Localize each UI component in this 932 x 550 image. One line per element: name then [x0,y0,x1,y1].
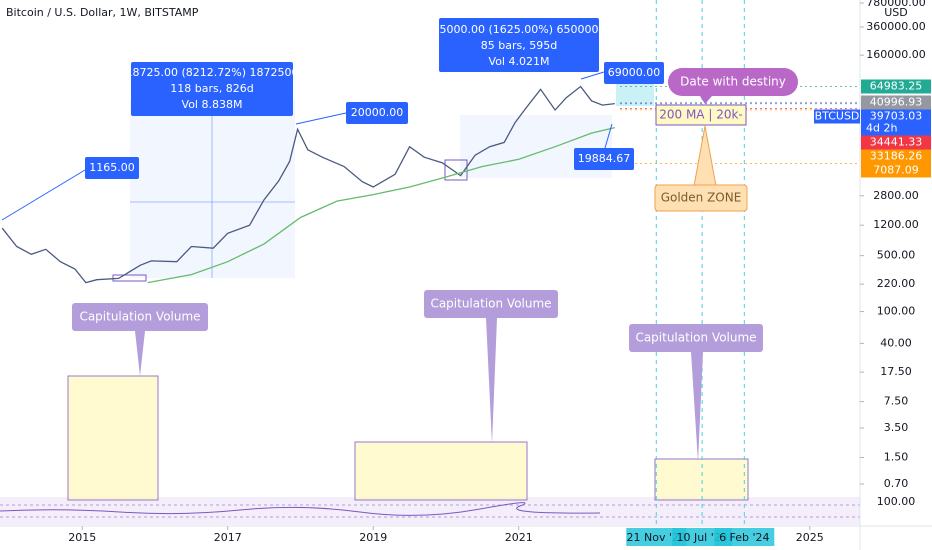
note-text: Golden ZONE [661,191,742,205]
note-pointer [486,318,497,444]
callout-text: 20000.00 [351,106,404,119]
highlight-box [444,159,468,181]
date-label-bg [626,528,687,546]
ma-box [655,104,747,126]
note-pointer [693,125,717,187]
x-tick-label: 2017 [214,531,242,544]
y-tick-label: 7.50 [884,395,909,408]
series-line [1,85,615,284]
measure-text: Vol 4.021M [489,55,550,68]
volume-box [354,441,528,501]
symbol-tag: BTCUSD [815,110,860,123]
y-tick-label: 17.50 [880,365,912,378]
y-tick-label: 3.50 [884,421,909,434]
callout-text: 19884.67 [578,152,631,165]
price-label: 64983.25 [870,79,923,92]
measure-text: 18725.00 (8212.72%) 1872500 [126,66,299,79]
symbol-tag-bg [814,109,860,124]
note-text: Capitulation Volume [79,310,200,324]
note-text: Capitulation Volume [430,297,551,311]
callout [574,148,634,170]
x-tick-label: 2025 [796,531,824,544]
y-tick-label: 2800.00 [873,189,919,202]
callout-line [604,123,613,149]
note [654,184,748,212]
y-tick-label: 100.00 [877,305,916,318]
axis-unit: USD [884,6,908,19]
measure-text: 65000.00 (1625.00%) 6500000 [433,23,606,36]
date-label-bg [714,528,775,546]
measure-region [130,100,295,278]
price-label: 34441.33 [870,136,923,149]
y-tick-label: 360000.00 [866,20,926,33]
y-tick-label: 500.00 [877,249,916,262]
highlight-box [112,274,147,282]
y-tick-label: 220.00 [877,277,916,290]
volume-box [654,458,749,501]
callout-line [580,71,605,80]
note [629,324,763,352]
measure-label [439,18,599,72]
note-text: Date with destiny [680,75,786,89]
callout [85,157,139,179]
price-label-bg [861,95,931,110]
rsi-line [0,502,601,516]
y-tick-label: 40.00 [880,336,912,349]
measure-label [131,62,293,116]
price-label-bg [861,135,931,150]
measure-text: 85 bars, 595d [481,39,557,52]
measure-text: 118 bars, 826d [170,82,253,95]
callout [346,102,408,124]
note-pointer [135,331,145,376]
price-countdown: 4d 2h [866,122,897,135]
y-tick-label: 1.50 [884,451,909,464]
rsi-pane [0,497,860,525]
callout-text: 1165.00 [89,161,135,174]
y-tick-label: 0.70 [884,477,909,490]
callout-line [295,112,347,125]
x-tick-label: 2019 [359,531,387,544]
price-label: 39703.03 [870,110,923,123]
note [72,303,208,331]
price-label: 33186.26 [870,150,923,163]
x-tick-label: 2015 [68,531,96,544]
note [668,68,798,96]
callout [604,62,664,84]
price-label-bg [861,109,931,136]
measure-text: Vol 8.838M [182,98,243,111]
price-label: 40996.93 [870,96,923,109]
chart-title: Bitcoin / U.S. Dollar, 1W, BITSTAMP [6,6,199,19]
rsi-tick-label: 100.00 [877,495,916,508]
price-label-bg [861,149,931,164]
series-line [147,126,615,284]
note [424,290,558,318]
date-label: 21 Nov '22 [627,531,686,544]
date-label: 6 Feb '24 [719,531,770,544]
note-text: Capitulation Volume [635,331,756,345]
volume-box [67,375,159,501]
ma-box-text: 200 MA | 20k- [659,108,743,122]
callout-text: 69000.00 [608,66,661,79]
price-label-bg [861,79,931,94]
price-label: 7087.09 [873,164,919,177]
y-tick-label: 160000.00 [866,48,926,61]
zone [616,84,654,106]
y-tick-label: 780000.00 [866,0,926,9]
note-pointer [700,96,712,104]
y-tick-label: 1200.00 [873,218,919,231]
note-pointer [691,352,703,462]
price-label-bg [861,163,931,178]
callout-line [1,169,86,221]
x-tick-label: 2021 [505,531,533,544]
